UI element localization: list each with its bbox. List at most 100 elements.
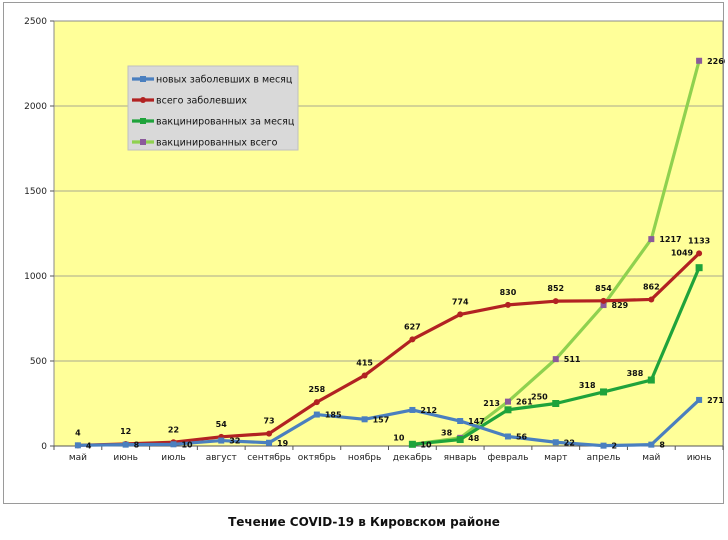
data-point xyxy=(456,436,464,444)
x-tick-label: август xyxy=(206,453,237,463)
data-point xyxy=(361,416,368,423)
data-label: 48 xyxy=(468,434,480,443)
x-tick-label: июнь xyxy=(687,453,712,463)
chart-svg: 0 500 1000 1500 2000 2500 май июнь июль август сен… xyxy=(24,17,725,463)
x-tick-label: декабрь xyxy=(393,453,432,463)
x-tick-label: апрель xyxy=(587,453,621,463)
data-label: 1133 xyxy=(688,236,710,245)
data-point xyxy=(409,336,416,343)
legend-swatch-marker xyxy=(140,76,146,82)
data-label: 157 xyxy=(373,415,390,424)
data-point xyxy=(695,264,703,272)
data-label: 8 xyxy=(659,441,665,450)
y-tick-label: 1000 xyxy=(24,272,47,282)
x-tick-label: май xyxy=(642,453,660,463)
x-tick-label: июль xyxy=(161,453,185,463)
data-label: 830 xyxy=(500,288,517,297)
data-point xyxy=(552,439,559,446)
data-point xyxy=(266,439,273,446)
y-tick-label: 1500 xyxy=(24,187,47,197)
data-point xyxy=(600,302,607,309)
data-point xyxy=(648,296,655,303)
data-point xyxy=(600,388,608,396)
y-tick-label: 500 xyxy=(30,357,47,367)
chart-caption: Течение COVID-19 в Кировском районе xyxy=(228,515,500,529)
data-label: 2 xyxy=(612,442,618,451)
data-label: 56 xyxy=(516,432,528,441)
data-point xyxy=(457,418,464,425)
data-label: 38 xyxy=(441,429,453,438)
data-point xyxy=(170,441,177,448)
data-point xyxy=(552,298,559,305)
data-label: 12 xyxy=(120,427,131,436)
data-point xyxy=(122,441,129,448)
data-label: 2266 xyxy=(707,57,725,66)
legend-label: вакцинированных всего xyxy=(156,138,278,149)
data-point xyxy=(266,430,273,437)
data-point xyxy=(504,398,511,405)
data-label: 774 xyxy=(452,297,469,306)
data-label: 32 xyxy=(229,437,240,446)
data-label: 10 xyxy=(420,440,432,449)
legend-label: всего заболевших xyxy=(156,96,247,107)
data-point xyxy=(74,442,81,449)
legend-box xyxy=(127,65,299,151)
x-tick-label: сентябрь xyxy=(247,453,291,463)
x-tick-label: март xyxy=(544,453,567,463)
data-label: 1049 xyxy=(671,249,694,258)
data-point xyxy=(409,406,416,413)
x-tick-label: ноябрь xyxy=(348,453,381,463)
data-label: 22 xyxy=(564,438,575,447)
data-label: 22 xyxy=(168,425,179,434)
data-label: 415 xyxy=(356,358,373,367)
data-point xyxy=(696,396,703,403)
data-label: 854 xyxy=(595,284,612,293)
data-label: 8 xyxy=(134,441,140,450)
data-label: 185 xyxy=(325,411,342,420)
legend-label: новых заболевших в месяц xyxy=(156,75,293,86)
data-label: 54 xyxy=(216,420,228,429)
data-label: 4 xyxy=(75,428,81,437)
data-label: 19 xyxy=(277,439,289,448)
legend-swatch-marker xyxy=(140,97,146,103)
x-tick-label: октябрь xyxy=(298,453,336,463)
data-point xyxy=(313,411,320,418)
y-tick-label: 2500 xyxy=(24,17,47,27)
data-label: 318 xyxy=(579,381,596,390)
x-tick-label: май xyxy=(69,453,87,463)
data-point xyxy=(600,297,607,304)
legend-swatch-marker xyxy=(140,139,146,145)
data-point xyxy=(457,311,464,318)
data-point xyxy=(552,400,560,407)
data-point xyxy=(361,372,368,379)
data-point xyxy=(648,441,655,448)
data-label: 852 xyxy=(547,284,564,293)
data-label: 1217 xyxy=(659,235,681,244)
data-point xyxy=(600,442,607,449)
data-point xyxy=(648,236,655,243)
data-point xyxy=(313,399,320,406)
x-tick-label: январь xyxy=(444,453,477,463)
data-point xyxy=(218,437,225,444)
data-label: 10 xyxy=(181,440,193,449)
data-label: 511 xyxy=(564,355,581,364)
data-point xyxy=(647,376,655,384)
data-label: 212 xyxy=(420,406,437,415)
data-point xyxy=(696,57,703,64)
data-label: 627 xyxy=(404,322,421,331)
data-label: 10 xyxy=(393,433,405,442)
legend-label: вакцинированных за месяц xyxy=(156,117,295,128)
y-tick-label: 0 xyxy=(41,442,47,452)
data-label: 73 xyxy=(263,417,274,426)
data-point xyxy=(504,406,512,414)
data-label: 829 xyxy=(612,301,629,310)
series-line xyxy=(77,398,701,448)
legend-swatch-marker xyxy=(140,118,146,124)
data-label: 261 xyxy=(516,398,533,407)
data-label: 258 xyxy=(308,385,325,394)
data-label: 862 xyxy=(643,282,660,291)
chart-frame: 0 500 1000 1500 2000 2500 май июнь июль август сен… xyxy=(3,2,725,504)
data-label: 271 xyxy=(707,396,724,405)
data-point xyxy=(552,356,559,363)
data-label: 4 xyxy=(86,441,92,450)
